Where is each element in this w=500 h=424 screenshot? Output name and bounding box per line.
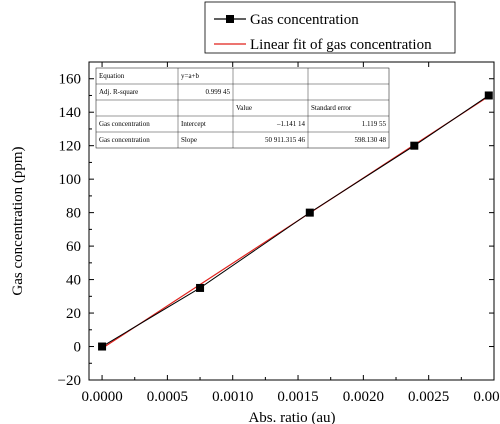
data-point <box>305 208 314 217</box>
x-tick-label: 0.0015 <box>277 389 318 405</box>
legend: Gas concentration Linear fit of gas conc… <box>204 1 456 54</box>
table-cell: 598.130 48 <box>355 136 387 144</box>
data-point <box>196 283 205 292</box>
data-point <box>98 342 107 351</box>
y-tick-label: 120 <box>59 139 82 155</box>
table-cell: 0.999 45 <box>206 88 231 96</box>
y-tick-label: 20 <box>66 306 81 322</box>
x-tick-label: 0.0020 <box>343 389 384 405</box>
y-tick-label: 160 <box>59 72 82 88</box>
y-tick-label: 100 <box>59 172 82 188</box>
y-tick-label: 60 <box>66 239 81 255</box>
data-point <box>484 91 493 100</box>
x-axis-ticks: 0.0000 0.0005 0.0010 0.0015 0.0020 0.0025 0.00… <box>81 62 500 405</box>
table-cell: Value <box>236 104 252 112</box>
x-tick-label: 0.0010 <box>212 389 253 405</box>
x-tick-label: 0.0030 <box>473 389 500 405</box>
legend-box <box>204 1 456 54</box>
y-tick-label: −20 <box>58 373 81 389</box>
x-tick-label: 0.0025 <box>408 389 449 405</box>
y-tick-label: 40 <box>66 273 81 289</box>
legend-label-linear-fit: Linear fit of gas concentration <box>250 37 432 53</box>
table-cell: Gas concentration <box>99 136 150 144</box>
legend-marker-gas-concentration <box>226 15 234 23</box>
y-tick-label: 0 <box>74 340 82 356</box>
table-border <box>95 67 390 149</box>
table-cell: –1.141 14 <box>276 120 306 128</box>
x-tick-label: 0.0000 <box>81 389 122 405</box>
x-axis-title: Abs. ratio (au) <box>248 410 335 424</box>
table-cell: y=a+b <box>181 72 200 80</box>
fit-results-table: Equation y=a+b Adj. R-square 0.999 45 Value S… <box>95 67 390 149</box>
data-markers <box>98 91 493 351</box>
y-tick-label: 80 <box>66 206 81 222</box>
table-cell: 50 911.315 46 <box>265 136 305 144</box>
plot-frame <box>88 61 495 381</box>
legend-label-gas-concentration: Gas concentration <box>250 12 359 28</box>
table-cell: Adj. R-square <box>99 88 138 96</box>
y-axis-ticks: −20 0 20 40 60 80 100 120 140 160 <box>58 72 494 389</box>
table-cell: Slope <box>181 136 197 144</box>
data-point <box>410 141 419 150</box>
table-cell: Intercept <box>181 120 206 128</box>
x-tick-label: 0.0005 <box>147 389 188 405</box>
y-axis-title: Gas concentration (ppm) <box>10 146 26 295</box>
table-cell: Standard error <box>311 104 352 112</box>
table-cell: 1.119 55 <box>362 120 387 128</box>
y-tick-label: 140 <box>59 105 82 121</box>
table-cell: Gas concentration <box>99 120 150 128</box>
table-cell: Equation <box>99 72 125 80</box>
